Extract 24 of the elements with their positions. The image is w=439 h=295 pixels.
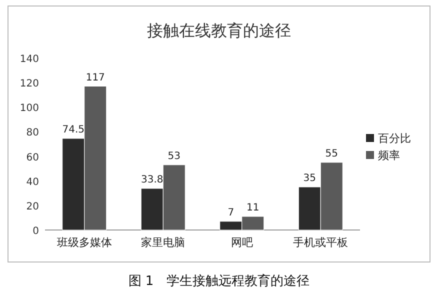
y-tick-label: 80 — [26, 128, 39, 139]
y-tick-label: 140 — [20, 54, 39, 65]
y-tick-label: 120 — [20, 78, 39, 90]
y-tick-label: 40 — [26, 176, 39, 188]
data-label: 55 — [325, 148, 338, 160]
x-tick-label: 手机或平板 — [293, 236, 348, 249]
data-label: 7 — [228, 207, 234, 218]
x-tick-label: 班级多媒体 — [56, 236, 112, 249]
caption: 图 1 学生接触远程教育的途径 — [128, 273, 310, 289]
data-label: 53 — [168, 150, 180, 162]
data-label: 35 — [303, 173, 316, 184]
legend-label: 百分比 — [378, 132, 411, 145]
y-tick-label: 0 — [32, 226, 39, 237]
y-tick-label: 60 — [26, 152, 39, 164]
data-label: 11 — [246, 202, 260, 214]
data-label: 33.8 — [140, 174, 164, 186]
legend-label: 频率 — [378, 149, 400, 162]
data-label: 74.5 — [62, 124, 85, 136]
x-tick-label: 网吧 — [230, 236, 253, 249]
chart-title: 接触在线教育的途径 — [147, 21, 291, 40]
y-tick-label: 20 — [26, 201, 39, 212]
data-label: 117 — [86, 72, 105, 84]
x-tick-label: 家里电脑 — [141, 236, 186, 249]
y-tick-label: 100 — [20, 103, 39, 114]
